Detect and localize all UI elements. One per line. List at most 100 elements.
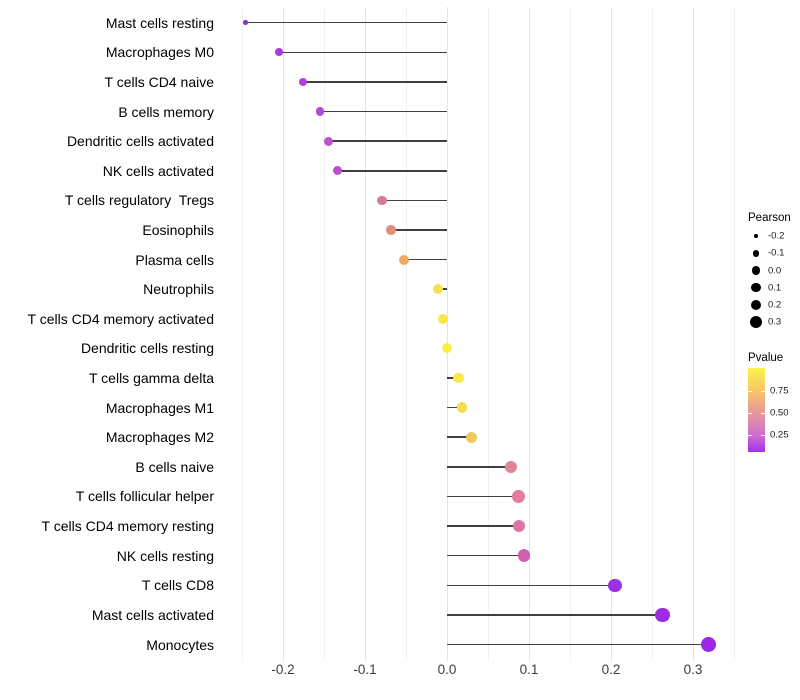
row-label: Macrophages M1 [105,399,214,416]
size-legend-label: 0.2 [768,299,782,311]
colorbar-tick-right [761,391,765,393]
x-tick-label: -0.1 [353,662,377,677]
row-label: B cells naive [135,458,214,475]
lollipop-dot [437,313,448,324]
row-label: T cells CD4 memory activated [27,310,214,327]
size-legend-label: 0.0 [768,265,782,276]
lollipop-stem [302,81,447,83]
colorbar-tick-left [748,413,752,415]
lollipop-dot [377,195,387,206]
x-tick-label: 0.1 [519,662,539,677]
lollipop-dot [386,225,396,235]
lollipop-stem [447,643,709,646]
minor-gridline [324,7,325,661]
row-label: Dendritic cells resting [80,340,214,357]
lollipop-stem [447,436,472,438]
lollipop-dot [332,166,342,176]
row-label: Macrophages M2 [105,429,214,446]
row-label: T cells regulatory Tregs [64,192,214,209]
x-tick-label: 0.2 [601,662,621,677]
colorbar-tick-right [761,435,765,437]
pvalue-color-legend: Pvalue 0.75 0.50 0.25 [740,352,800,462]
colorbar-tick-left [748,435,752,437]
row-label: Macrophages M0 [105,44,214,61]
lollipop-dot [315,107,325,116]
lollipop-stem [447,466,511,468]
size-legend-dot [751,283,761,293]
lollipop-stem [447,406,462,409]
lollipop-dot [432,284,443,295]
row-label: Neutrophils [143,281,214,298]
lollipop-dot [456,402,467,413]
x-tick-label: 0.3 [683,662,703,677]
row-label: Plasma cells [135,251,214,268]
row-label: T cells gamma delta [88,370,214,387]
lollipop-stem [391,229,447,231]
pearson-legend-title: Pearson [748,212,791,224]
colorbar-label: 0.75 [770,385,789,397]
lollipop-stem [278,51,447,54]
size-legend-dot [752,249,760,257]
row-label: NK cells resting [116,547,214,564]
lollipop-stem [447,614,663,616]
row-label: Eosinophils [142,221,214,238]
lollipop-stem [447,495,519,498]
row-label: Mast cells activated [91,606,214,623]
pvalue-colorbar [748,368,765,452]
lollipop-stem [447,584,616,587]
lollipop-stem [447,525,520,527]
lollipop-stem [328,140,447,142]
colorbar-label: 0.50 [770,407,789,419]
minor-gridline [242,7,243,661]
lollipop-stem [447,554,525,557]
size-legend-dot [753,233,759,239]
lollipop-stem [245,21,447,24]
x-tick-label: 0.0 [437,662,457,677]
lollipop-dot [655,607,670,623]
size-legend-label: 0.3 [768,316,782,328]
lollipop-dot [399,254,410,265]
lollipop-dot [517,549,531,562]
major-gridline [693,7,694,661]
lollipop-dot [274,48,283,57]
row-label: NK cells activated [102,162,214,179]
lollipop-dot [608,578,622,593]
row-label: T cells CD8 [141,577,214,594]
lollipop-dot [442,343,452,354]
lollipop-dot [298,77,307,86]
row-label: Mast cells resting [105,14,214,31]
size-legend-dot [751,266,761,275]
lollipop-dot [324,136,334,146]
row-label: T cells CD4 naive [104,73,214,90]
lollipop-stem [337,170,447,172]
x-tick-label: -0.2 [271,662,295,677]
row-label: Dendritic cells activated [66,133,214,150]
row-label: Monocytes [146,636,214,653]
row-label: B cells memory [118,103,214,120]
size-legend-dot [750,299,762,311]
colorbar-label: 0.25 [770,429,789,441]
lollipop-stem [404,258,447,261]
minor-gridline [734,7,735,661]
row-label: T cells CD4 memory resting [41,518,214,535]
lollipop-dot [243,20,248,25]
lollipop-dot [504,460,517,473]
lollipop-stem [319,110,447,113]
colorbar-tick-left [748,391,752,393]
minor-gridline [406,7,407,661]
lollipop-stem [382,199,447,202]
major-gridline [365,7,366,661]
size-legend-label: 0.1 [768,282,782,294]
lollipop-dot [466,431,478,443]
lollipop-dot [512,519,526,533]
major-gridline [283,7,284,661]
colorbar-tick-right [761,413,765,415]
size-legend-label: -0.1 [768,247,785,259]
lollipop-dot [700,636,717,653]
size-legend-label: -0.2 [768,230,785,242]
size-legend-dot [750,316,762,329]
major-gridline [447,7,448,661]
minor-gridline [652,7,653,661]
pvalue-legend-title: Pvalue [748,352,784,364]
